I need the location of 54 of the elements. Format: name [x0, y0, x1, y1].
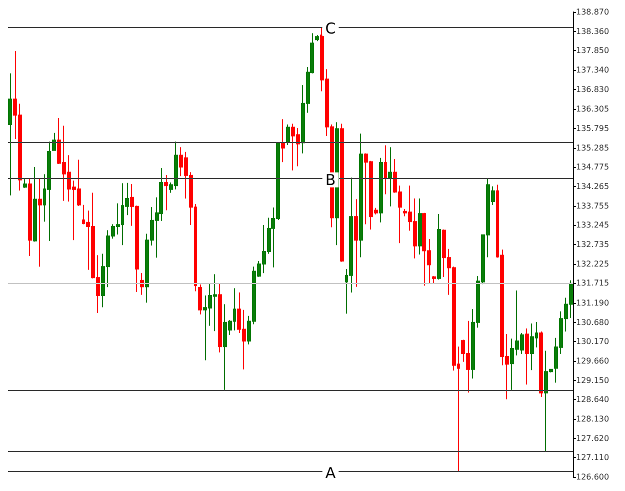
candlestick	[47, 141, 51, 242]
y-tick-label: 133.755	[576, 201, 610, 210]
candlestick	[379, 157, 383, 223]
y-tick-label: 136.830	[576, 84, 610, 94]
y-tick-label: 132.225	[576, 259, 610, 268]
y-tick-label: 131.190	[576, 298, 610, 308]
y-tick-label: 129.660	[576, 356, 610, 366]
y-tick-label: 135.285	[576, 143, 610, 152]
candlestick	[281, 118, 285, 163]
y-tick-label: 136.305	[576, 104, 610, 114]
y-tick-label: 132.735	[576, 240, 610, 249]
candlestick	[28, 178, 32, 257]
ref-line-label: A	[325, 464, 336, 482]
candlestick	[432, 276, 436, 284]
candlestick	[437, 213, 441, 280]
candlestick	[164, 174, 168, 211]
y-tick-label: 134.775	[576, 162, 610, 172]
candlestick	[359, 133, 363, 258]
candlestick	[354, 198, 358, 288]
y-tick-label: 135.795	[576, 124, 610, 134]
y-tick-label: 128.640	[576, 395, 610, 404]
candlestick	[140, 272, 144, 296]
y-tick-label: 130.680	[576, 318, 610, 327]
y-tick-label: 137.340	[576, 65, 610, 74]
candlestick	[384, 144, 387, 195]
candlestick	[530, 323, 534, 371]
candlestick	[38, 178, 42, 268]
ref-line-label: B	[325, 170, 336, 189]
y-tick-label: 137.850	[576, 46, 610, 56]
candlestick	[33, 166, 37, 242]
y-tick-label: 127.110	[576, 453, 610, 462]
y-tick-label: 127.620	[576, 434, 610, 443]
y-tick-label: 138.360	[576, 26, 610, 36]
y-tick-label: 138.870	[576, 8, 610, 16]
y-tick-label: 134.265	[576, 182, 610, 192]
candlestick	[8, 72, 12, 196]
candlestick	[418, 198, 422, 256]
candlestick	[315, 34, 319, 42]
candlestick	[23, 178, 27, 188]
candlestick	[340, 123, 344, 262]
y-tick-label: 128.130	[576, 414, 610, 424]
candlestick	[388, 146, 392, 207]
candlestick	[525, 328, 529, 386]
candlestick	[198, 284, 202, 315]
y-tick-label: 131.715	[576, 278, 610, 288]
ref-line-label: C	[325, 20, 336, 38]
y-tick-label: 130.170	[576, 337, 610, 346]
y-tick-label: 126.600	[576, 472, 610, 482]
candlestick	[539, 330, 543, 398]
candlestick	[218, 282, 222, 353]
y-tick-label: 129.150	[576, 376, 610, 385]
candlestick	[286, 124, 290, 146]
y-tick-label: 133.245	[576, 220, 610, 230]
candlestick	[52, 132, 56, 151]
